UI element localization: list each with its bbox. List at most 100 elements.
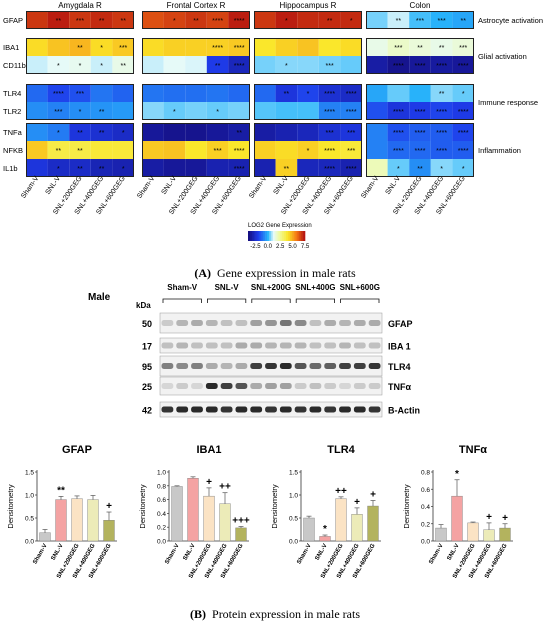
kda-value: 50 bbox=[142, 319, 152, 329]
heatmap-cell bbox=[206, 11, 229, 29]
heatmap-block-frame bbox=[254, 38, 362, 74]
chart-title: IBA1 bbox=[196, 444, 221, 456]
significance-star: ** bbox=[56, 148, 62, 155]
heatmap-cell bbox=[430, 141, 453, 159]
blot-band bbox=[205, 320, 218, 326]
significance-star: *** bbox=[347, 148, 355, 155]
heatmap-cell bbox=[452, 56, 474, 74]
significance-star: * bbox=[79, 63, 82, 70]
significance-star: **** bbox=[346, 166, 357, 173]
heatmap-cell bbox=[340, 123, 362, 141]
heatmap-cell bbox=[185, 11, 207, 29]
heatmap-cell bbox=[69, 11, 91, 29]
blot-band bbox=[176, 320, 189, 326]
significance-star: * bbox=[216, 109, 219, 116]
region-title: Hippocampus R bbox=[280, 1, 337, 10]
significance-star: **** bbox=[436, 109, 447, 116]
heatmap-cell bbox=[297, 102, 319, 120]
heatmap-cell bbox=[452, 11, 474, 29]
heatmap-cell bbox=[69, 84, 91, 102]
y-tick-label: 1.5 bbox=[25, 470, 34, 477]
heatmap-cell bbox=[297, 123, 319, 141]
heatmap-cell bbox=[254, 11, 276, 29]
significance-star: * bbox=[122, 166, 125, 173]
heatmap-block-frame bbox=[142, 123, 250, 177]
bar-chart: IBA1 Densitometry 0.0 0.2 0.4 0.6 0.8 1.0 Sham-V… bbox=[138, 444, 250, 580]
bar bbox=[451, 495, 463, 542]
significance-star: ** bbox=[99, 109, 105, 116]
significance-marker: + bbox=[486, 512, 492, 523]
heatmap-block-frame bbox=[142, 84, 250, 120]
bar bbox=[435, 527, 447, 542]
significance-star: **** bbox=[393, 109, 404, 116]
significance-star: **** bbox=[234, 45, 245, 52]
heatmap-cell bbox=[297, 141, 319, 159]
y-tick-label: 0.4 bbox=[421, 504, 430, 511]
colorbar-swatch bbox=[259, 231, 262, 241]
bar bbox=[103, 520, 115, 542]
bar-chart: TLR4 Densitometry 0.0 0.5 1.0 1.5 Sham-V * SNL-V… bbox=[270, 444, 381, 580]
blot-band bbox=[250, 363, 263, 369]
lane-bracket bbox=[340, 298, 380, 303]
blot-band bbox=[324, 383, 337, 389]
heatmap-cell bbox=[112, 102, 134, 120]
heatmap-cell bbox=[318, 141, 341, 159]
process-label: Astrocyte activation bbox=[478, 16, 543, 25]
significance-marker: + bbox=[502, 513, 508, 524]
heatmap-cell bbox=[340, 159, 362, 177]
significance-star: ** bbox=[77, 148, 83, 155]
heatmap-cell bbox=[430, 123, 453, 141]
y-tick-label: 0.0 bbox=[157, 539, 166, 546]
significance-star: ** bbox=[77, 45, 83, 52]
significance-star: * bbox=[285, 18, 288, 25]
heatmap-cell bbox=[409, 123, 431, 141]
blot-band bbox=[205, 363, 218, 369]
blot-band bbox=[294, 363, 307, 369]
significance-star: ** bbox=[284, 91, 290, 98]
heatmap-cell bbox=[366, 56, 388, 74]
caption-a: (A) Gene expression in male rats bbox=[194, 266, 356, 280]
significance-marker: ** bbox=[57, 485, 65, 496]
significance-star: **** bbox=[436, 130, 447, 137]
colorbar-swatch bbox=[297, 231, 300, 241]
significance-star: * bbox=[100, 63, 103, 70]
lane-bracket bbox=[295, 298, 335, 303]
heatmap-block-frame bbox=[254, 123, 362, 177]
heatmap-cell bbox=[430, 11, 453, 29]
lane-label: SNL-V bbox=[215, 283, 240, 292]
y-tick-label: 0.4 bbox=[157, 511, 166, 518]
significance-star: **** bbox=[415, 148, 426, 155]
significance-star: *** bbox=[76, 18, 84, 25]
kda-label: kDa bbox=[136, 301, 151, 310]
significance-star: * bbox=[350, 18, 353, 25]
heatmap-cell bbox=[90, 102, 113, 120]
heatmap-cell bbox=[47, 123, 70, 141]
colorbar-swatch bbox=[282, 231, 285, 241]
significance-marker: + bbox=[370, 490, 376, 501]
significance-star: *** bbox=[326, 130, 334, 137]
heatmap-cell bbox=[297, 11, 319, 29]
heatmap-cell bbox=[163, 159, 186, 177]
blot-band bbox=[191, 320, 203, 326]
heatmap-cell bbox=[409, 38, 431, 56]
heatmap-cell bbox=[185, 102, 207, 120]
heatmap-cell bbox=[430, 56, 453, 74]
heatmap-cell bbox=[366, 38, 388, 56]
significance-star: **** bbox=[234, 148, 245, 155]
heatmap-cell bbox=[228, 56, 250, 74]
colorbar-tick: 2.5 bbox=[276, 244, 285, 250]
heatmap-cell bbox=[387, 141, 410, 159]
gene-label: IL1b bbox=[3, 164, 18, 173]
heatmap-cell bbox=[228, 159, 250, 177]
heatmap-cell bbox=[112, 84, 134, 102]
protein-label: GFAP bbox=[388, 319, 413, 329]
bar-chart: TNFα Densitometry 0.0 0.2 0.4 0.6 0.8 Sham-V * SN… bbox=[402, 444, 513, 580]
heatmap-cell bbox=[409, 11, 431, 29]
significance-star: **** bbox=[234, 166, 245, 173]
significance-star: ** bbox=[396, 18, 402, 25]
significance-star: ** bbox=[99, 166, 105, 173]
heatmap-cell bbox=[254, 102, 276, 120]
blot-band bbox=[353, 406, 366, 413]
significance-star: **** bbox=[53, 91, 64, 98]
heatmap-cell bbox=[185, 38, 207, 56]
